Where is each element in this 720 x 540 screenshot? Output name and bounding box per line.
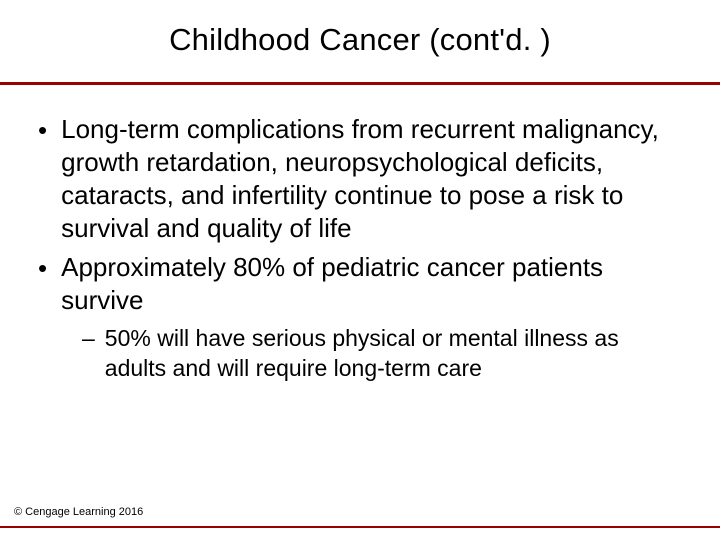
bottom-divider [0, 526, 720, 528]
title-area: Childhood Cancer (cont'd. ) [0, 0, 720, 76]
sub-bullet-text: 50% will have serious physical or mental… [105, 323, 684, 383]
content-area: • Long-term complications from recurrent… [0, 85, 720, 383]
slide-title: Childhood Cancer (cont'd. ) [0, 22, 720, 58]
slide: Childhood Cancer (cont'd. ) • Long-term … [0, 0, 720, 540]
bullet-dash-icon: – [82, 323, 95, 353]
bullet-dot-icon: • [38, 113, 47, 147]
bullet-item: • Approximately 80% of pediatric cancer … [36, 251, 684, 317]
copyright-text: © Cengage Learning 2016 [14, 506, 143, 518]
bullet-dot-icon: • [38, 251, 47, 285]
bullet-item: • Long-term complications from recurrent… [36, 113, 684, 245]
sub-bullet-item: – 50% will have serious physical or ment… [36, 323, 684, 383]
bullet-text: Approximately 80% of pediatric cancer pa… [61, 251, 684, 317]
bullet-text: Long-term complications from recurrent m… [61, 113, 684, 245]
